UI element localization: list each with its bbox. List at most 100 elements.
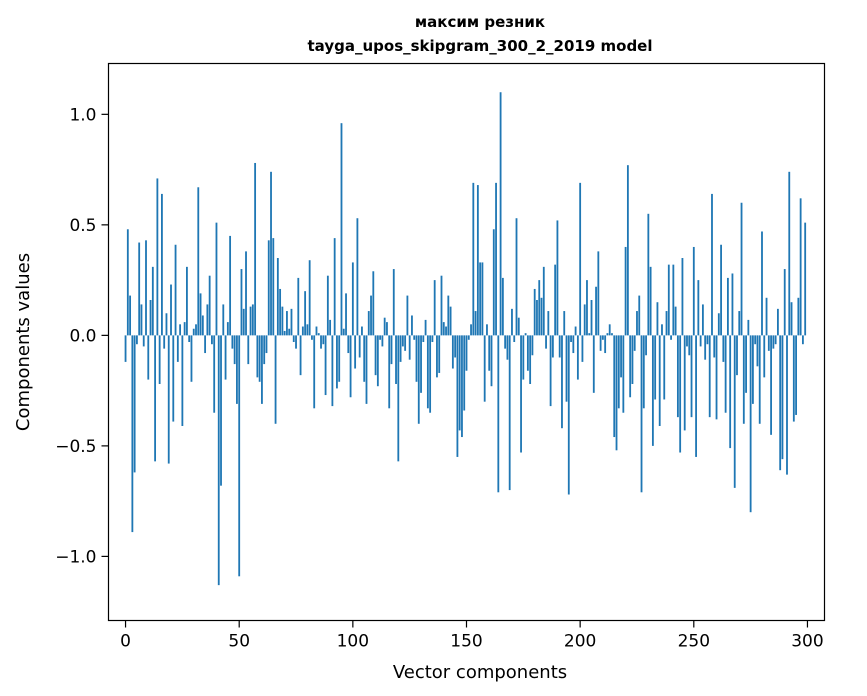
bar-component-109 [372, 271, 375, 336]
bar-component-26 [183, 322, 186, 336]
bar-component-30 [192, 328, 195, 336]
bar-component-211 [604, 335, 607, 354]
bar-component-141 [445, 326, 447, 336]
bar-component-27 [186, 266, 188, 336]
bar-component-166 [501, 277, 504, 336]
bar-component-64 [270, 171, 272, 336]
bar-component-195 [567, 335, 570, 495]
y-tick-label: −0.5 [55, 437, 96, 457]
bar-component-123 [404, 335, 407, 351]
bar-component-273 [745, 335, 747, 393]
bar-component-191 [558, 335, 561, 358]
bar-component-68 [279, 288, 282, 336]
bar-component-93 [336, 335, 338, 389]
bar-component-206 [592, 335, 595, 393]
bar-component-255 [704, 335, 707, 360]
bar-component-194 [565, 335, 568, 402]
bar-component-204 [588, 333, 591, 336]
bar-component-117 [390, 335, 393, 365]
bar-component-284 [770, 335, 772, 435]
bar-component-288 [779, 335, 782, 471]
bar-component-220 [624, 246, 627, 336]
bar-component-240 [670, 335, 672, 340]
bar-component-34 [201, 315, 204, 336]
bar-component-25 [181, 335, 184, 426]
bar-component-107 [367, 311, 370, 336]
y-tick-label: 0.0 [69, 326, 96, 346]
bar-component-274 [747, 319, 750, 336]
bar-component-217 [617, 335, 620, 409]
bar-component-205 [590, 300, 593, 336]
bar-component-37 [208, 275, 211, 336]
bar-component-170 [511, 308, 513, 336]
bar-component-46 [229, 235, 232, 336]
bar-component-158 [483, 335, 486, 402]
bar-component-268 [733, 335, 736, 488]
x-tick-label: 300 [791, 632, 823, 652]
bar-component-85 [317, 333, 320, 336]
bar-component-114 [383, 317, 386, 336]
bar-component-279 [758, 335, 761, 424]
bar-component-97 [345, 293, 347, 336]
bar-component-23 [176, 335, 179, 362]
bar-component-238 [665, 311, 668, 336]
bar-component-52 [242, 308, 245, 336]
bar-component-291 [786, 335, 788, 475]
bar-component-247 [686, 335, 688, 347]
bar-component-181 [536, 300, 538, 336]
bar-component-143 [449, 306, 452, 336]
bar-component-185 [545, 335, 547, 349]
bar-component-104 [361, 326, 363, 336]
bar-component-201 [581, 335, 584, 362]
bar-component-74 [292, 335, 295, 342]
bar-component-87 [322, 335, 325, 345]
bar-component-249 [690, 335, 693, 418]
bar-component-145 [454, 335, 457, 358]
bar-component-265 [726, 277, 729, 336]
bar-component-124 [406, 295, 409, 336]
bar-component-259 [713, 335, 716, 358]
bar-component-154 [474, 311, 477, 336]
bar-component-18 [165, 313, 168, 336]
bar-component-99 [349, 335, 352, 398]
bar-component-43 [222, 304, 225, 336]
bar-component-153 [472, 182, 475, 336]
bar-component-178 [529, 335, 532, 384]
bar-component-116 [388, 335, 391, 409]
bar-component-84 [315, 326, 318, 336]
bar-component-137 [436, 335, 438, 378]
bar-component-5 [136, 335, 138, 345]
bar-component-115 [386, 322, 388, 336]
bar-component-13 [154, 335, 157, 462]
bar-component-256 [706, 335, 709, 345]
bar-component-218 [620, 335, 622, 378]
bar-component-45 [226, 322, 229, 336]
bar-component-290 [783, 269, 786, 336]
bar-component-287 [776, 308, 779, 336]
bar-component-299 [804, 222, 807, 336]
bar-component-106 [365, 335, 368, 404]
bar-component-266 [729, 335, 732, 449]
bar-component-210 [601, 335, 604, 340]
bar-component-78 [301, 326, 304, 336]
bar-component-254 [701, 304, 704, 336]
bar-component-9 [145, 240, 147, 336]
bar-component-146 [456, 335, 459, 457]
bar-component-281 [763, 335, 766, 378]
bar-component-222 [629, 335, 632, 398]
x-axis-ticks: 0 50 100 150 200 250 300 [120, 620, 824, 652]
bar-component-197 [572, 335, 575, 354]
bar-component-183 [540, 297, 543, 336]
bar-component-272 [742, 335, 745, 424]
x-tick-label: 250 [678, 632, 710, 652]
bar-component-250 [692, 246, 695, 336]
bar-component-48 [233, 335, 236, 365]
bar-component-113 [381, 335, 384, 347]
bar-component-98 [347, 335, 350, 354]
plot-frame [107, 62, 826, 622]
bar-component-121 [399, 335, 402, 362]
bar-component-160 [488, 335, 491, 371]
bar-component-62 [265, 335, 268, 354]
bar-component-262 [720, 244, 722, 336]
bar-component-215 [613, 335, 616, 438]
